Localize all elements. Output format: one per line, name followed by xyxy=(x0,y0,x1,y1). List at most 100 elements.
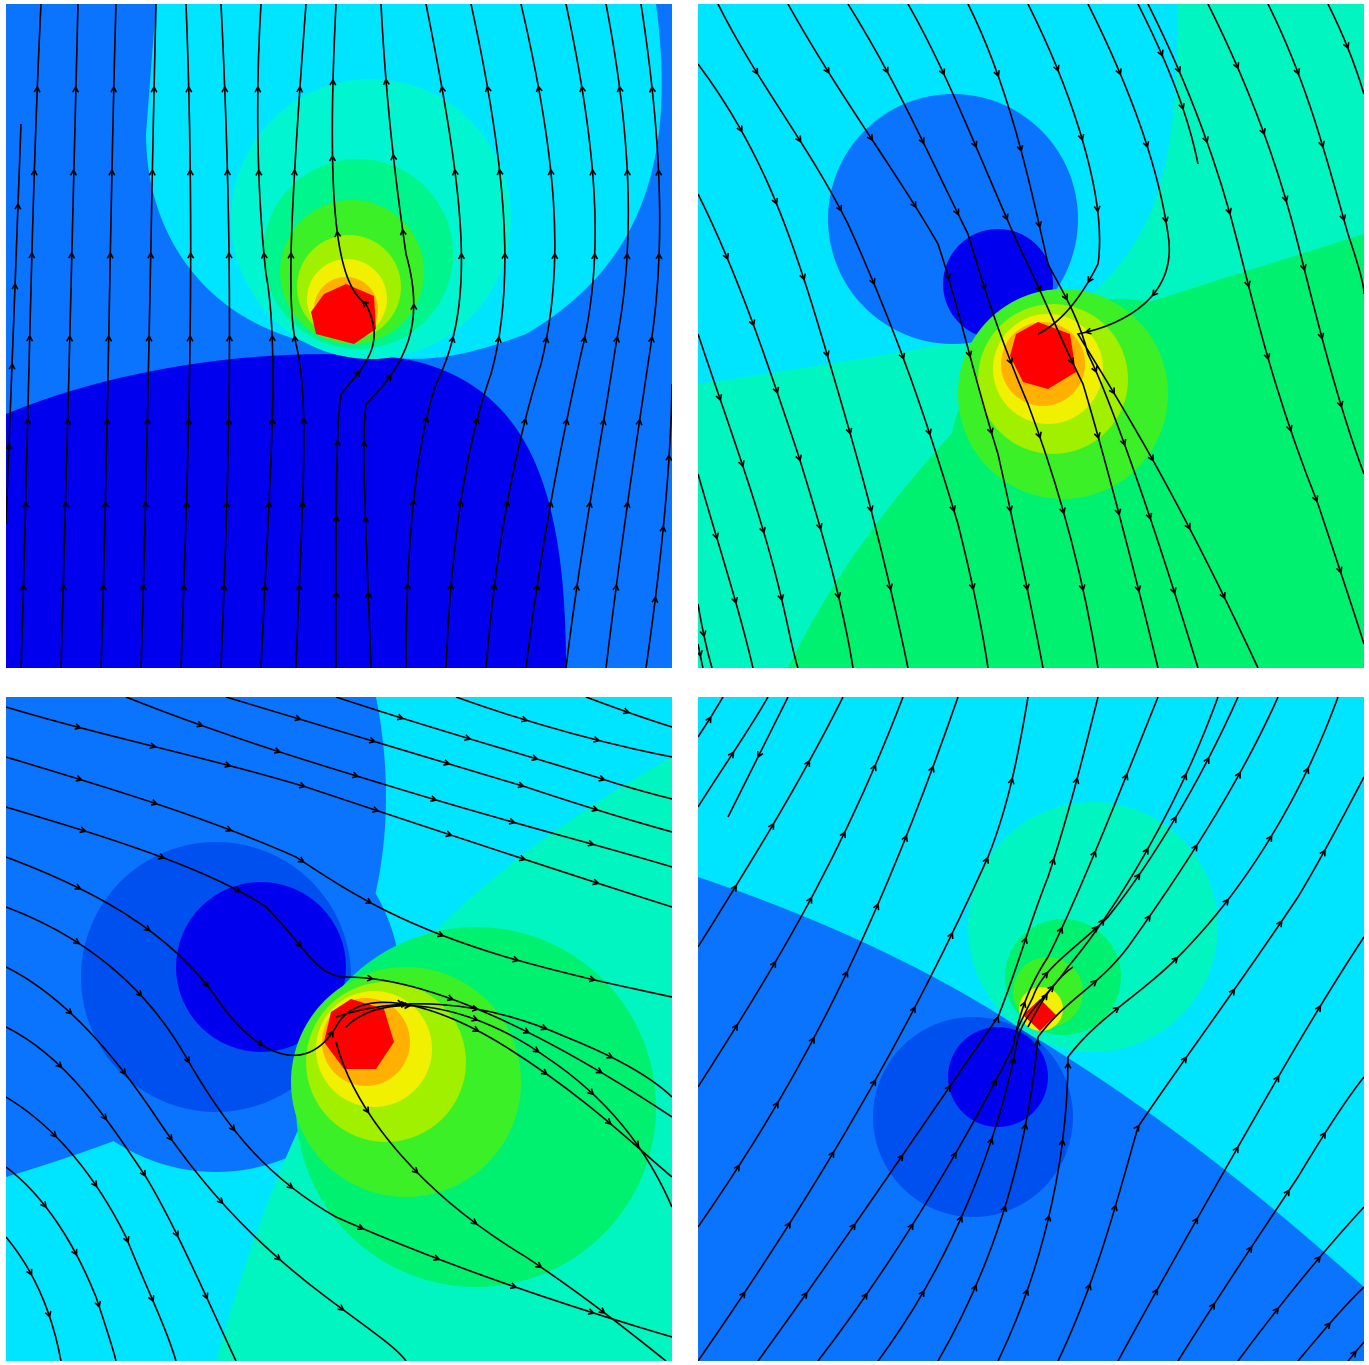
streamline-arrow xyxy=(399,228,407,236)
streamline-arrow xyxy=(139,1169,147,1178)
streamline-arrow xyxy=(698,650,703,658)
streamline-arrow xyxy=(512,955,520,963)
streamline xyxy=(335,697,672,800)
streamline-arrow xyxy=(357,1223,365,1231)
streamline-arrow xyxy=(149,742,157,750)
streamline-arrow xyxy=(1115,68,1122,76)
streamline-arrow xyxy=(612,335,621,343)
streamline-arrow xyxy=(956,1215,963,1223)
streamline-arrow xyxy=(1091,365,1098,374)
streamline-arrow xyxy=(1208,1302,1216,1310)
streamline-arrow xyxy=(110,85,118,93)
streamline-arrow xyxy=(1191,843,1198,852)
streamline xyxy=(6,1236,62,1361)
streamline-arrow xyxy=(14,202,22,210)
streamline-arrow xyxy=(361,515,370,523)
streamline-arrow xyxy=(332,590,340,598)
streamline-arrow xyxy=(1350,1350,1358,1358)
streamline-arrow xyxy=(1084,1282,1092,1291)
streamline-arrow xyxy=(11,282,19,290)
streamline-arrow xyxy=(947,931,954,940)
streamline-arrow xyxy=(759,526,766,535)
streamline-arrow xyxy=(928,765,935,773)
streamline-arrow xyxy=(532,1046,541,1053)
streamline-arrow xyxy=(918,1289,925,1298)
streamline-arrow xyxy=(1263,353,1271,361)
streamline-arrow xyxy=(143,924,152,932)
streamline-arrow xyxy=(216,1197,224,1205)
streamline-arrow xyxy=(861,1292,868,1300)
streamline-arrow xyxy=(1228,988,1236,996)
streamline-arrow xyxy=(1072,776,1080,785)
streamline-arrow xyxy=(1275,919,1283,928)
streamline-arrow xyxy=(1022,583,1030,592)
streamline-arrow xyxy=(122,1236,130,1244)
streamline-arrow xyxy=(332,514,340,522)
streamline-arrow xyxy=(254,85,262,93)
streamline-arrow xyxy=(201,1292,209,1301)
streamline-arrow xyxy=(1245,1245,1253,1253)
streamline-arrow xyxy=(1047,985,1055,993)
streamline-arrow xyxy=(351,771,360,779)
streamline xyxy=(6,706,672,908)
streamline-arrow xyxy=(71,1248,78,1257)
streamline-arrow xyxy=(925,428,932,437)
streamline-arrow xyxy=(535,84,543,93)
streamline-arrow xyxy=(187,251,195,259)
streamline-arrow xyxy=(715,394,723,402)
flow-field-plot xyxy=(6,4,672,668)
streamline-arrow xyxy=(866,133,874,142)
streamline-arrow xyxy=(364,590,372,599)
streamline-arrow xyxy=(546,500,554,508)
streamline xyxy=(565,4,630,668)
streamline-arrow xyxy=(1299,263,1307,272)
streamline-arrow xyxy=(982,856,990,864)
streamline-arrow xyxy=(986,1137,994,1145)
streamline xyxy=(698,697,959,1228)
streamline-arrow xyxy=(1114,508,1122,517)
streamline-arrow xyxy=(1077,133,1085,142)
streamline-arrow xyxy=(886,583,894,592)
streamline xyxy=(290,4,307,668)
streamline-arrow xyxy=(1222,898,1230,906)
streamline-arrow xyxy=(1093,432,1101,440)
streamline xyxy=(6,1096,177,1361)
streamline-arrow xyxy=(1091,925,1099,933)
streamlines xyxy=(698,4,1364,668)
streamline-arrow xyxy=(1202,136,1209,144)
streamline-arrow xyxy=(1311,495,1319,503)
streamline-arrow xyxy=(234,886,242,893)
streamline-arrow xyxy=(866,505,874,513)
streamline-arrow xyxy=(327,1030,335,1038)
streamline xyxy=(698,63,909,668)
streamline xyxy=(485,4,556,668)
streamline-arrow xyxy=(623,252,631,260)
streamline-arrow xyxy=(225,417,233,425)
streamline-arrow xyxy=(66,334,74,342)
streamline-arrow xyxy=(141,500,150,508)
streamline xyxy=(698,603,713,668)
streamline-arrow xyxy=(1342,42,1350,50)
streamline-arrow xyxy=(531,754,539,762)
streamline-arrow xyxy=(508,817,517,825)
streamline-arrow xyxy=(1064,1061,1072,1069)
streamline-arrow xyxy=(517,781,526,789)
streamline-arrow xyxy=(44,1310,52,1319)
streamline-arrow xyxy=(808,1036,815,1044)
streamline-arrow xyxy=(990,1078,998,1086)
streamline-arrow xyxy=(451,168,459,176)
streamline-arrow xyxy=(62,500,70,508)
streamline-arrow xyxy=(756,750,764,759)
streamline-arrow xyxy=(655,252,663,260)
streamline xyxy=(445,4,506,668)
streamline-arrow xyxy=(803,759,811,767)
streamline-arrow xyxy=(103,417,111,425)
streamline-arrow xyxy=(1161,216,1169,224)
streamline-arrow xyxy=(1318,140,1325,149)
streamline-arrow xyxy=(659,524,667,533)
streamline-arrow xyxy=(540,1068,549,1076)
streamline-arrow xyxy=(909,1005,916,1014)
streamline xyxy=(6,123,22,525)
streamline-arrow xyxy=(196,720,205,728)
streamline-arrow xyxy=(632,1140,640,1148)
